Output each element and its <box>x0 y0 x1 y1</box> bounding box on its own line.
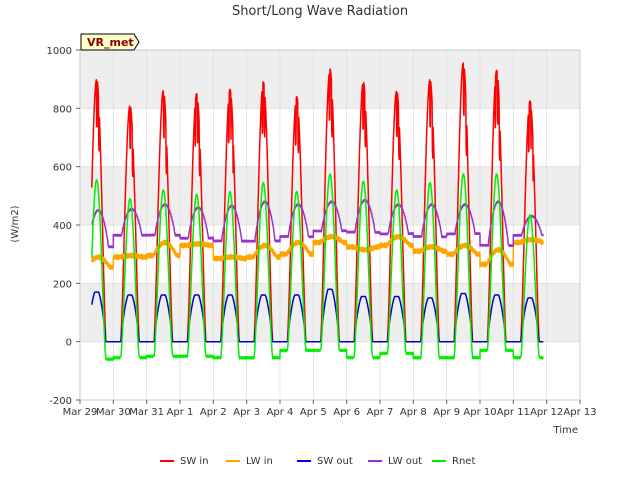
y-tick-label: 400 <box>53 221 72 232</box>
x-tick-label: Apr 8 <box>400 407 427 418</box>
y-axis-label: (W/m2) <box>10 205 21 242</box>
x-tick-label: Apr 5 <box>300 407 327 418</box>
x-tick-label: Mar 29 <box>63 407 98 418</box>
y-axis-ticks: -200 0 200 400 600 800 1000 <box>47 46 80 407</box>
x-tick-label: Apr 1 <box>167 407 194 418</box>
legend-label-lw-in: LW in <box>246 456 273 467</box>
badge-label: VR_met <box>87 36 134 49</box>
series-line-rnet <box>91 173 544 362</box>
x-tick-label: Mar 30 <box>96 407 131 418</box>
legend-label-rnet: Rnet <box>452 456 475 467</box>
y-tick-label: 200 <box>53 279 72 290</box>
x-tick-label: Mar 31 <box>129 407 164 418</box>
legend: SW in LW in SW out LW out Rnet <box>160 456 475 467</box>
series-lines <box>91 62 544 362</box>
x-tick-label: Apr 2 <box>200 407 227 418</box>
x-tick-label: Apr 9 <box>433 407 460 418</box>
x-tick-label: Apr 7 <box>367 407 394 418</box>
y-tick-label: 600 <box>53 163 72 174</box>
x-tick-label: Apr 12 <box>530 407 563 418</box>
series-line-lw-out <box>91 198 544 249</box>
legend-label-sw-in: SW in <box>180 456 209 467</box>
chart-title: Short/Long Wave Radiation <box>232 4 408 19</box>
series-line-sw-out <box>91 288 544 343</box>
y-tick-label: 0 <box>66 338 72 349</box>
x-tick-label: Apr 6 <box>333 407 360 418</box>
x-tick-label: Apr 3 <box>233 407 260 418</box>
x-axis-label: Time <box>553 425 578 436</box>
y-tick-label: 800 <box>53 104 72 115</box>
station-badge: VR_met <box>80 33 140 51</box>
plot-band <box>80 283 580 342</box>
x-tick-label: Apr 11 <box>497 407 530 418</box>
y-tick-label: 1000 <box>47 46 72 57</box>
legend-label-sw-out: SW out <box>317 456 353 467</box>
badge-box <box>80 33 140 51</box>
x-tick-label: Apr 13 <box>563 407 596 418</box>
x-tick-label: Apr 10 <box>463 407 496 418</box>
x-tick-label: Apr 4 <box>267 407 294 418</box>
y-tick-label: -200 <box>49 396 72 407</box>
plot-band <box>80 166 580 225</box>
legend-label-lw-out: LW out <box>388 456 422 467</box>
